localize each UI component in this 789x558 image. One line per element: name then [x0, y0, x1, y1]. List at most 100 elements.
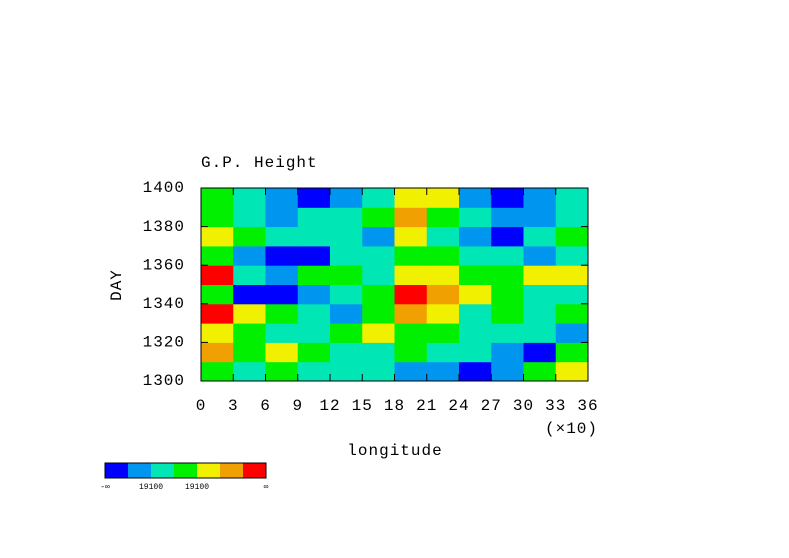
heatmap-cell — [394, 245, 428, 266]
heatmap-cell — [201, 226, 234, 247]
heatmap-cell — [555, 265, 589, 285]
heatmap-cell — [362, 342, 395, 363]
heatmap-cell — [459, 265, 492, 285]
heatmap-cell — [523, 303, 557, 324]
x-tick-label: 24 — [448, 397, 469, 415]
colorbar-swatch — [197, 463, 220, 478]
heatmap-cell — [394, 284, 428, 305]
x-tick-label: 12 — [319, 397, 340, 415]
y-tick-label: 1320 — [143, 334, 185, 352]
heatmap-cell — [523, 265, 557, 285]
heatmap-cell — [362, 188, 395, 208]
heatmap-cell — [491, 361, 524, 382]
heatmap-cell — [555, 303, 589, 324]
heatmap-cell — [330, 245, 363, 266]
heatmap-cell — [523, 226, 557, 247]
heatmap-cell — [491, 265, 524, 285]
y-tick-label: 1340 — [143, 295, 185, 313]
heatmap-cell — [201, 303, 234, 324]
heatmap-cell — [426, 342, 460, 363]
heatmap-cell — [362, 361, 395, 382]
heatmap-cell — [201, 207, 234, 228]
heatmap-cell — [426, 284, 460, 305]
x-tick-label: 18 — [384, 397, 405, 415]
heatmap-cell — [523, 342, 557, 363]
heatmap-cell — [330, 265, 363, 285]
heatmap-cell — [233, 361, 266, 382]
heatmap-cell — [555, 226, 589, 247]
colorbar-label: -∞ — [100, 483, 110, 492]
colorbar-swatch — [151, 463, 174, 478]
colorbar-swatch — [128, 463, 151, 478]
heatmap-cell — [265, 188, 299, 208]
heatmap-cell — [523, 188, 557, 208]
heatmap-cell — [362, 207, 395, 228]
y-tick-label: 1400 — [143, 179, 185, 197]
heatmap-cell — [233, 188, 266, 208]
heatmap-cell — [394, 265, 428, 285]
x-axis-label: longitude — [347, 442, 442, 460]
heatmap-cell — [523, 361, 557, 382]
heatmap-cell — [233, 284, 266, 305]
heatmap-cell — [459, 245, 492, 266]
heatmap-cell — [491, 342, 524, 363]
heatmap-cell — [555, 207, 589, 228]
y-axis-label: DAY — [108, 269, 126, 301]
heatmap-cell — [362, 226, 395, 247]
heatmap-cell — [459, 323, 492, 343]
heatmap-cell — [297, 284, 331, 305]
heatmap-cell — [426, 323, 460, 343]
heatmap-cell — [362, 265, 395, 285]
colorbar-swatch — [220, 463, 243, 478]
heatmap-cell — [201, 188, 234, 208]
colorbar-swatch — [243, 463, 266, 478]
colorbar-label: 19100 — [139, 483, 163, 492]
heatmap-cell — [265, 342, 299, 363]
heatmap-cell — [265, 226, 299, 247]
heatmap-cell — [330, 284, 363, 305]
heatmap-cell — [459, 207, 492, 228]
heatmap-cell — [426, 265, 460, 285]
heatmap-cell — [330, 188, 363, 208]
heatmap-cell — [459, 188, 492, 208]
colorbar-swatch — [174, 463, 197, 478]
heatmap-cell — [459, 361, 492, 382]
heatmap-cell — [394, 361, 428, 382]
heatmap-cell — [555, 361, 589, 382]
heatmap-cell — [265, 207, 299, 228]
heatmap-cell — [459, 226, 492, 247]
heatmap-cell — [523, 207, 557, 228]
heatmap-cell — [330, 342, 363, 363]
heatmap-cell — [394, 188, 428, 208]
heatmap-cell — [426, 207, 460, 228]
heatmap-cell — [555, 284, 589, 305]
heatmap-cell — [330, 303, 363, 324]
heatmap-cell — [523, 245, 557, 266]
heatmap-cell — [459, 342, 492, 363]
heatmap-cell — [265, 245, 299, 266]
heatmap-cell — [426, 361, 460, 382]
heatmap-cell — [491, 323, 524, 343]
x-scale-label: (×10) — [545, 420, 598, 438]
heatmap-cell — [491, 245, 524, 266]
heatmap-cell — [555, 245, 589, 266]
heatmap-cell — [233, 226, 266, 247]
colorbar-swatch — [105, 463, 128, 478]
heatmap-cell — [394, 226, 428, 247]
heatmap-cell — [297, 303, 331, 324]
heatmap-cell — [233, 323, 266, 343]
heatmap-cell — [233, 265, 266, 285]
heatmap-cell — [426, 188, 460, 208]
heatmap-cell — [265, 265, 299, 285]
heatmap-cell — [362, 303, 395, 324]
heatmap-cell — [330, 226, 363, 247]
heatmap-cell — [394, 342, 428, 363]
x-tick-label: 27 — [481, 397, 502, 415]
heatmap-cell — [297, 342, 331, 363]
x-tick-label: 33 — [545, 397, 566, 415]
heatmap-cell — [201, 342, 234, 363]
x-tick-label: 0 — [196, 397, 207, 415]
x-tick-label: 3 — [228, 397, 239, 415]
x-tick-label: 21 — [416, 397, 437, 415]
heatmap-cell — [297, 207, 331, 228]
